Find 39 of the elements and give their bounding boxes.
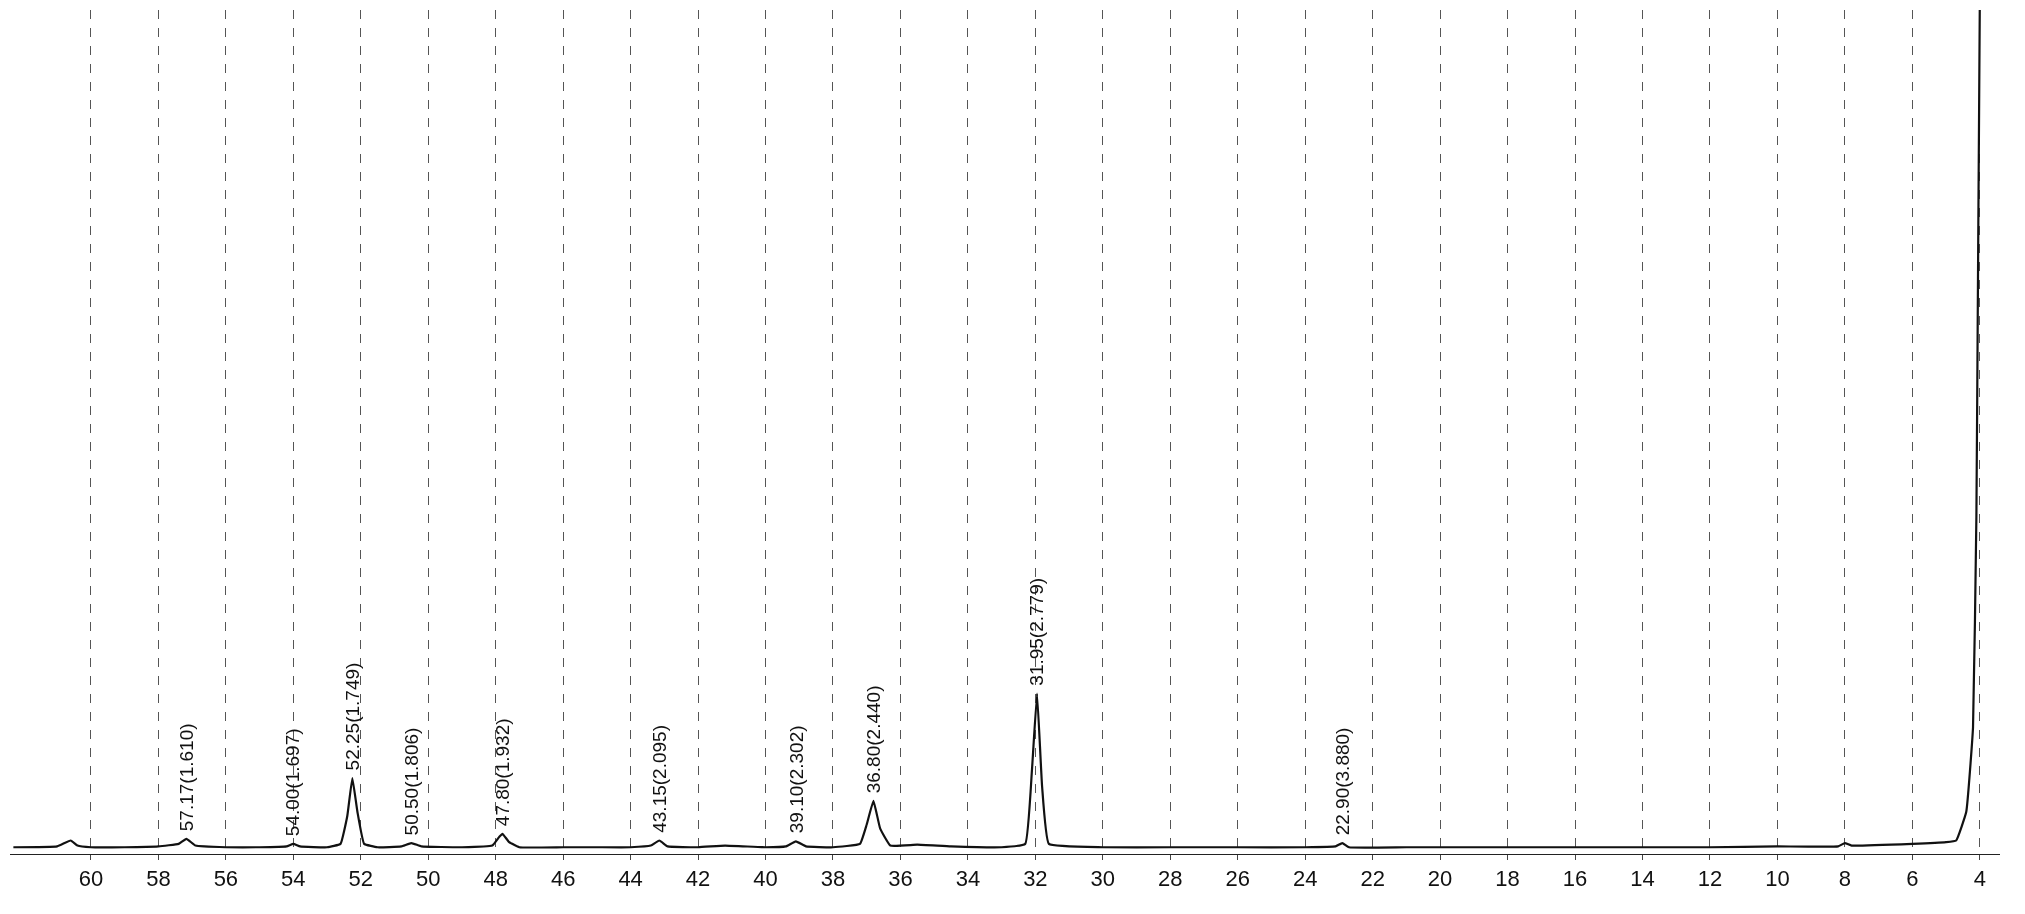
x-tick-label: 14 (1630, 866, 1655, 892)
x-tick-label: 4 (1973, 866, 1986, 892)
x-tick-label: 56 (213, 866, 239, 892)
x-tick-label: 48 (483, 866, 508, 892)
x-tick-label: 24 (1292, 866, 1318, 892)
x-tick-label: 36 (888, 866, 913, 892)
x-tick-label: 60 (78, 866, 104, 892)
x-tick-label: 44 (618, 866, 643, 892)
x-tick-label: 46 (550, 866, 576, 892)
x-tick-label: 30 (1090, 866, 1116, 892)
x-tick-label: 28 (1158, 866, 1183, 892)
x-tick-label: 38 (820, 866, 846, 892)
x-tick-label: 54 (281, 866, 306, 892)
x-tick-label: 52 (348, 866, 374, 892)
x-tick-label: 32 (1023, 866, 1048, 892)
x-tick-label: 8 (1838, 866, 1851, 892)
annotation: 31.95(2.779) (1026, 577, 1048, 686)
x-tick-label: 22 (1360, 866, 1385, 892)
annotation: 52.25(1.749) (342, 662, 364, 771)
annotation: 43.15(2.095) (648, 725, 670, 833)
x-tick-label: 10 (1765, 866, 1790, 892)
x-tick-label: 18 (1495, 866, 1520, 892)
x-tick-label: 42 (685, 866, 711, 892)
annotation: 50.50(1.806) (401, 727, 423, 836)
x-tick-label: 16 (1562, 866, 1588, 892)
x-tick-label: 12 (1697, 866, 1723, 892)
x-tick-label: 20 (1427, 866, 1453, 892)
x-tick-label: 40 (753, 866, 778, 892)
x-tick-label: 58 (146, 866, 171, 892)
annotation: 54.00(1.697) (282, 728, 304, 837)
annotation: 36.80(2.440) (862, 685, 884, 794)
x-tick-label: 6 (1906, 866, 1919, 892)
x-tick-label: 50 (416, 866, 441, 892)
x-tick-label: 26 (1225, 866, 1250, 892)
annotation: 57.17(1.610) (175, 723, 197, 832)
annotation: 22.90(3.880) (1332, 727, 1354, 836)
x-tick-label: 34 (955, 866, 981, 892)
annotation: 39.10(2.302) (785, 725, 807, 834)
annotation: 47.80(1.932) (491, 718, 513, 827)
